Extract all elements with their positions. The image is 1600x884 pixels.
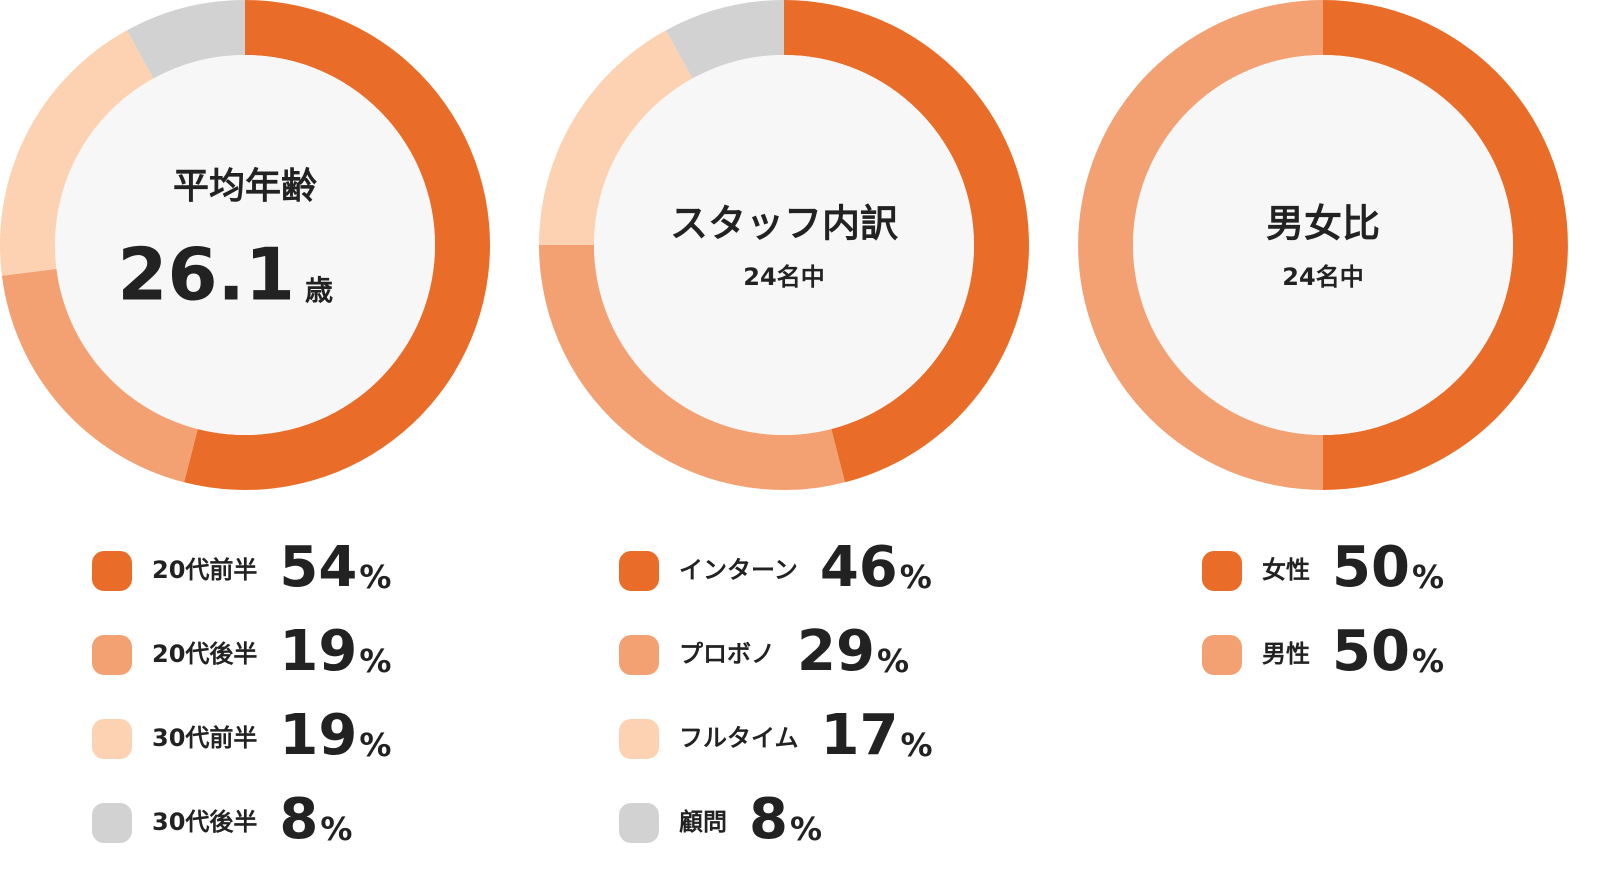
- legend-label: 女性: [1262, 556, 1310, 584]
- legend-value: 8: [279, 787, 318, 852]
- legend-unit: %: [1412, 642, 1444, 680]
- legend-label: 顧問: [679, 808, 727, 836]
- donut-slice: [1323, 0, 1568, 490]
- legend-label: 30代前半: [152, 724, 257, 752]
- legend-label: フルタイム: [679, 724, 799, 752]
- legend-label: 20代後半: [152, 640, 257, 668]
- legend-value: 46: [820, 535, 898, 600]
- legend-unit: %: [359, 642, 391, 680]
- legend-label: 男性: [1262, 640, 1310, 668]
- donut-slice: [784, 0, 1029, 483]
- legend-unit: %: [877, 642, 909, 680]
- donut-slice: [1078, 0, 1323, 490]
- donut-center: [55, 55, 435, 435]
- legend-unit: %: [790, 810, 822, 848]
- donut-slice: [0, 30, 154, 276]
- legend-value: 19: [279, 703, 357, 768]
- legend-value: 54: [279, 535, 357, 600]
- legend-swatch: [619, 635, 659, 675]
- center-value: 26.1: [117, 233, 295, 317]
- legend-label: インターン: [679, 556, 798, 584]
- donut-center: [1133, 55, 1513, 435]
- legend-label: 30代後半: [152, 808, 257, 836]
- legend-unit: %: [320, 810, 352, 848]
- donut-slice: [539, 30, 693, 245]
- legend-swatch: [619, 803, 659, 843]
- legend-swatch: [619, 719, 659, 759]
- legend-value: 17: [821, 703, 899, 768]
- donut-slice: [665, 0, 784, 79]
- legend-swatch: [1202, 551, 1242, 591]
- legend-label: プロボノ: [679, 640, 775, 668]
- center-title: 男女比: [1266, 202, 1380, 246]
- donut-slice: [126, 0, 245, 79]
- legend-swatch: [92, 803, 132, 843]
- center-subtitle: 24名中: [743, 263, 824, 291]
- donut-slice: [539, 245, 845, 491]
- legend-swatch: [92, 551, 132, 591]
- center-title: スタッフ内訳: [670, 202, 898, 246]
- legend-value: 29: [797, 619, 875, 684]
- legend-swatch: [1202, 635, 1242, 675]
- donut-slice: [1, 268, 198, 483]
- legend-value: 50: [1332, 619, 1410, 684]
- legend-value: 8: [749, 787, 788, 852]
- legend-value: 50: [1332, 535, 1410, 600]
- donut-center: [594, 55, 974, 435]
- legend-unit: %: [359, 558, 391, 596]
- legend-value: 19: [279, 619, 357, 684]
- legend-swatch: [619, 551, 659, 591]
- center-subtitle: 24名中: [1282, 263, 1363, 291]
- legend-unit: %: [900, 558, 932, 596]
- center-title: 平均年齢: [173, 166, 317, 207]
- legend-swatch: [92, 635, 132, 675]
- legend-label: 20代前半: [152, 556, 257, 584]
- center-unit: 歳: [305, 274, 333, 307]
- legend-swatch: [92, 719, 132, 759]
- legend-unit: %: [359, 726, 391, 764]
- donut-slice: [184, 0, 490, 490]
- legend-unit: %: [900, 726, 932, 764]
- legend-unit: %: [1412, 558, 1444, 596]
